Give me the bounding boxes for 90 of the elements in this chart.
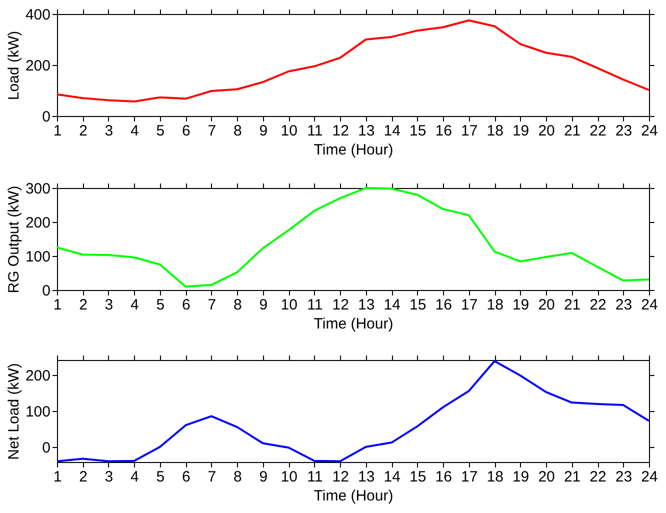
- x-tick-label: 19: [512, 122, 530, 140]
- y-tick-label: 0: [42, 282, 50, 300]
- x-tick-label: 15: [410, 122, 426, 140]
- x-tick-label: 7: [208, 122, 216, 140]
- x-tick-label: 12: [332, 122, 349, 140]
- x-tick-label: 10: [280, 296, 298, 314]
- x-tick-label: 3: [104, 122, 114, 140]
- x-tick-label: 18: [486, 468, 504, 486]
- x-tick-label: 22: [590, 468, 606, 486]
- x-tick-label: 21: [564, 468, 581, 486]
- y-tick-label: 100: [25, 248, 50, 266]
- x-tick-label: 9: [259, 468, 268, 486]
- x-axis-title: Time (Hour): [314, 316, 394, 332]
- x-tick-label: 11: [307, 468, 323, 486]
- x-tick-label: 2: [79, 296, 88, 314]
- x-tick-label: 20: [538, 296, 555, 314]
- y-tick-label: 200: [25, 367, 50, 384]
- x-tick-label: 16: [435, 122, 452, 140]
- line-series: [56, 19, 650, 102]
- x-tick-label: 8: [234, 122, 242, 140]
- x-tick-label: 21: [564, 122, 581, 140]
- x-tick-label: 20: [538, 468, 555, 486]
- x-axis-title: Time (Hour): [314, 142, 394, 158]
- x-tick-label: 23: [615, 468, 632, 486]
- x-tick-label: 22: [590, 296, 606, 314]
- x-tick-label: 6: [182, 468, 190, 486]
- y-axis-title: Load (kW): [5, 30, 22, 100]
- x-tick-label: 14: [384, 122, 400, 140]
- x-tick-label: 6: [182, 122, 190, 140]
- x-tick-label: 20: [538, 122, 555, 140]
- x-tick-label: 22: [590, 122, 606, 140]
- x-tick-label: 15: [410, 296, 426, 314]
- x-tick-label: 12: [332, 468, 349, 486]
- y-tick-label: 100: [25, 403, 50, 420]
- x-tick-label: 11: [307, 296, 323, 314]
- x-tick-label: 23: [615, 296, 632, 314]
- x-tick-label: 5: [156, 122, 165, 140]
- x-tick-label: 14: [384, 296, 400, 314]
- y-tick-label: 0: [42, 108, 50, 126]
- x-tick-label: 5: [156, 468, 165, 486]
- x-tick-label: 2: [79, 122, 88, 140]
- x-tick-label: 5: [156, 296, 165, 314]
- y-tick-label: 0: [42, 439, 50, 456]
- x-tick-label: 4: [130, 122, 139, 140]
- line-series: [56, 187, 650, 288]
- y-axis-title: Net Load (kW): [5, 363, 22, 460]
- x-tick-label: 8: [234, 468, 242, 486]
- x-tick-label: 4: [130, 296, 139, 314]
- x-tick-label: 17: [460, 122, 478, 140]
- x-tick-label: 2: [79, 468, 88, 486]
- x-tick-label: 19: [512, 296, 530, 314]
- x-tick-label: 12: [332, 296, 349, 314]
- x-tick-label: 7: [208, 468, 216, 486]
- x-axis-title: Time (Hour): [314, 488, 394, 504]
- x-tick-label: 9: [259, 122, 268, 140]
- x-tick-label: 8: [234, 296, 242, 314]
- x-tick-label: 11: [307, 122, 323, 140]
- x-tick-label: 13: [358, 122, 375, 140]
- x-tick-label: 4: [130, 468, 139, 486]
- x-tick-label: 10: [280, 468, 298, 486]
- x-tick-label: 3: [104, 468, 114, 486]
- x-tick-label: 10: [280, 122, 298, 140]
- x-tick-label: 6: [182, 296, 190, 314]
- x-tick-label: 3: [104, 296, 114, 314]
- x-tick-label: 15: [410, 468, 426, 486]
- x-tick-label: 7: [208, 296, 216, 314]
- y-tick-label: 300: [25, 180, 50, 198]
- x-tick-label: 13: [358, 296, 375, 314]
- y-axis-title: RG Output (kW): [5, 186, 22, 294]
- x-tick-label: 21: [564, 296, 581, 314]
- x-tick-label: 16: [435, 468, 452, 486]
- x-tick-label: 23: [615, 122, 632, 140]
- x-tick-label: 13: [358, 468, 375, 486]
- x-tick-label: 24: [641, 296, 658, 314]
- x-tick-label: 17: [460, 468, 478, 486]
- y-tick-label: 200: [25, 58, 50, 74]
- x-tick-label: 18: [486, 122, 504, 140]
- x-tick-label: 1: [53, 122, 62, 140]
- x-tick-label: 9: [259, 296, 268, 314]
- y-tick-label: 400: [25, 6, 50, 24]
- x-tick-label: 19: [512, 468, 530, 486]
- x-tick-label: 14: [384, 468, 400, 486]
- x-tick-label: 18: [486, 296, 504, 314]
- x-tick-label: 16: [435, 296, 452, 314]
- x-tick-label: 17: [460, 296, 478, 314]
- x-tick-label: 24: [641, 468, 658, 486]
- y-tick-label: 200: [25, 214, 50, 232]
- x-tick-label: 1: [53, 468, 62, 486]
- x-tick-label: 1: [53, 296, 62, 314]
- x-tick-label: 24: [641, 122, 658, 140]
